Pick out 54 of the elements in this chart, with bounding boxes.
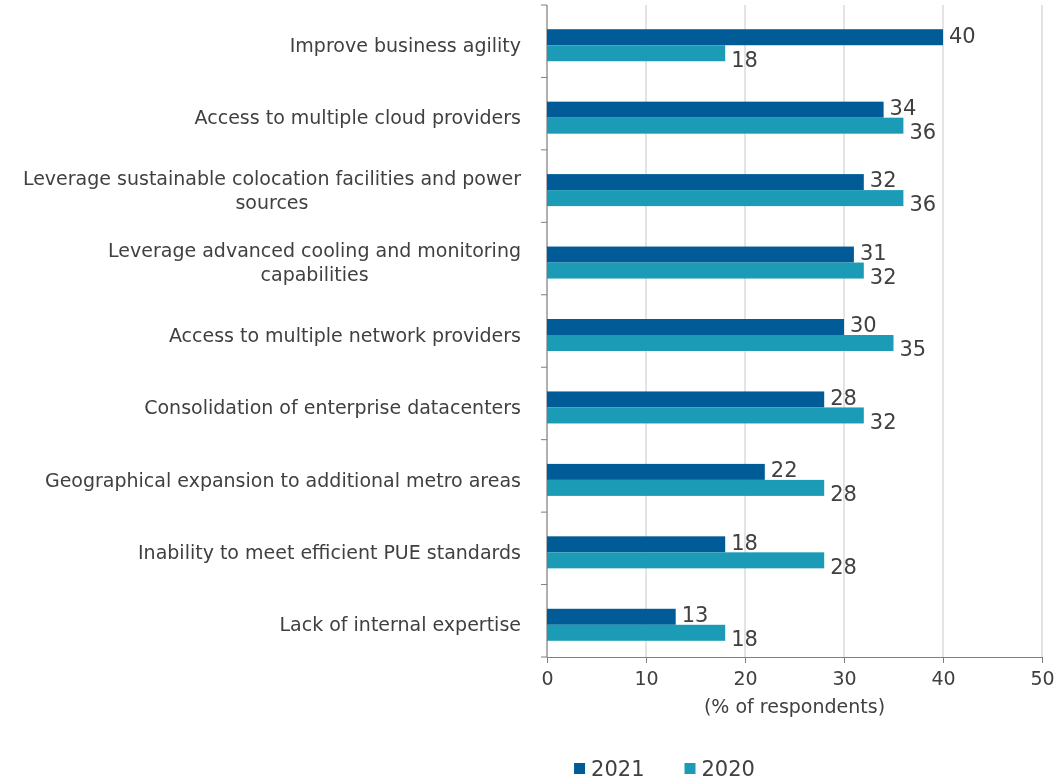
bar — [547, 190, 904, 207]
y-tick-label: Leverage advanced cooling and monitoring capabilities — [108, 239, 521, 286]
data-label: 28 — [830, 385, 857, 410]
bar — [547, 608, 676, 625]
x-tick-label: 20 — [733, 667, 758, 689]
data-label: 28 — [830, 554, 857, 579]
data-label: 18 — [731, 47, 758, 72]
data-label: 18 — [731, 530, 758, 555]
x-tick-label: 50 — [1030, 667, 1055, 689]
data-label: 22 — [770, 458, 798, 483]
data-label: 35 — [899, 337, 927, 362]
bar — [547, 407, 864, 424]
bar — [547, 463, 765, 480]
data-label: 30 — [850, 313, 877, 338]
x-axis-title: (% of respondents) — [703, 695, 886, 717]
data-label: 32 — [869, 264, 897, 289]
x-tick-label: 30 — [832, 667, 857, 689]
bar — [547, 479, 825, 496]
data-label: 36 — [909, 192, 937, 217]
legend-label: 2021 — [591, 757, 645, 782]
data-label: 32 — [869, 168, 897, 193]
data-label: 13 — [681, 603, 709, 628]
bar — [547, 624, 726, 641]
x-tick-label: 40 — [931, 667, 956, 689]
y-tick-label: Access to multiple network providers — [168, 323, 521, 346]
bar — [547, 391, 825, 408]
data-label: 18 — [731, 627, 758, 652]
y-tick-label: Inability to meet efficient PUE standards — [138, 540, 521, 563]
y-tick-label: Geographical expansion to additional metro areas — [44, 468, 521, 491]
bar — [547, 45, 726, 62]
y-tick-label: Consolidation of enterprise datacenters — [144, 396, 521, 419]
data-label: 31 — [859, 240, 887, 265]
bar — [547, 319, 844, 335]
legend-label: 2020 — [701, 757, 755, 782]
bar — [547, 29, 943, 46]
bar — [547, 117, 904, 134]
x-tick-label: 0 — [541, 667, 554, 689]
y-tick-label: Access to multiple cloud providers — [194, 106, 521, 129]
bar — [547, 262, 864, 279]
bar — [547, 536, 726, 553]
y-tick-label: Leverage sustainable colocation facilities and power sources — [22, 166, 522, 213]
data-label: 34 — [889, 96, 917, 121]
y-tick-label: Improve business agility — [289, 33, 521, 56]
data-label: 32 — [869, 409, 897, 434]
bar — [547, 174, 864, 191]
bar — [547, 335, 894, 351]
bar — [547, 101, 884, 118]
bar — [547, 246, 854, 263]
bar — [547, 552, 825, 569]
x-tick-label: 10 — [634, 667, 659, 689]
data-label: 36 — [909, 120, 937, 145]
y-tick-label: Lack of internal expertise — [279, 613, 521, 636]
data-label: 40 — [949, 23, 976, 48]
data-label: 28 — [830, 482, 857, 507]
